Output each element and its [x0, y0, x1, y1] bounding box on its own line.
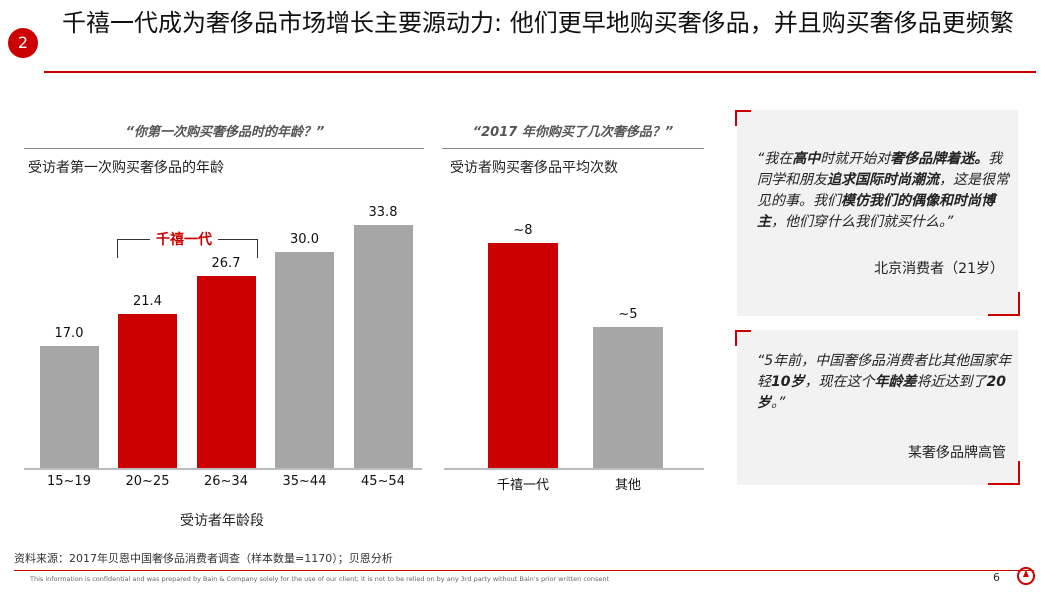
chart2-baseline: [444, 468, 704, 470]
chart1-category-label: 20~25: [125, 474, 170, 489]
chart1-rule: [24, 148, 424, 149]
quote-box-1: [737, 110, 1018, 316]
quote-1-text: “我在高中时就开始对奢侈品牌着迷。我同学和朋友追求国际时尚潮流，这是很常见的事。…: [757, 151, 1009, 230]
chart2-category-label: 其他: [614, 478, 641, 493]
chart2-subtitle: 受访者购买奢侈品平均次数: [450, 160, 618, 176]
chart1-xlabel: 受访者年龄段: [180, 513, 264, 529]
title-divider: [44, 71, 1036, 73]
chart1-value-label: 17.0: [54, 325, 84, 341]
chart1-bar: [353, 225, 413, 468]
chart1-baseline: [24, 468, 422, 470]
quote-2-text: “5年前，中国奢侈品消费者比其他国家年轻10岁，现在这个年龄差将近达到了20岁。…: [757, 353, 1012, 411]
quote-2-corner-top: [735, 330, 751, 346]
section-badge: 2: [8, 28, 38, 58]
source-note: 资料来源：2017年贝恩中国奢侈品消费者调查（样本数量=1170）；贝恩分析: [14, 552, 393, 565]
quote-1-attribution: 北京消费者（21岁）: [874, 261, 1004, 277]
millennial-bracket-label: 千禧一代: [150, 229, 218, 249]
quote-2-corner-bottom: [988, 461, 1020, 485]
chart1-category-label: 45~54: [361, 474, 405, 489]
quote-1-corner-top: [735, 110, 751, 126]
quote-box-2: [737, 330, 1018, 485]
chart1-category-label: 15~19: [47, 474, 91, 489]
chart1-question: “你第一次购买奢侈品时的年龄？”: [125, 125, 325, 140]
chart1-category-label: 35~44: [282, 474, 327, 489]
chart2-value-label: ~8: [513, 222, 533, 238]
chart1-value-label: 33.8: [368, 205, 398, 221]
quote-1-corner-bottom: [988, 292, 1020, 316]
chart2-question: “2017 年你购买了几次奢侈品？”: [472, 125, 674, 140]
chart1-value-label: 21.4: [133, 294, 162, 310]
confidentiality-note: This information is confidential and was…: [30, 575, 610, 583]
chart1-category-label: 26~34: [204, 474, 248, 489]
chart1-subtitle: 受访者第一次购买奢侈品的年龄: [28, 160, 224, 176]
company-logo-icon: [1017, 567, 1035, 585]
chart2-value-label: ~5: [618, 307, 638, 323]
chart1-bar: [196, 276, 256, 468]
chart2-rule: [442, 148, 704, 149]
chart2-category-label: 千禧一代: [496, 478, 549, 493]
chart1-value-label: 30.0: [290, 232, 319, 248]
chart2-bar: [593, 327, 663, 468]
footer-rule: [14, 570, 1034, 571]
chart2-bar: [488, 242, 558, 468]
chart1-bar: [39, 345, 99, 468]
chart1-value-label: 26.7: [211, 256, 241, 272]
chart1-bar: [118, 314, 177, 468]
quote-2-attribution: 某奢侈品牌高管: [908, 445, 1006, 461]
page-number: 6: [993, 571, 1000, 584]
page-title: 千禧一代成为奢侈品市场增长主要源动力: 他们更早地购买奢侈品，并且购买奢侈品更频…: [62, 9, 1014, 37]
chart1-bar: [275, 252, 334, 468]
